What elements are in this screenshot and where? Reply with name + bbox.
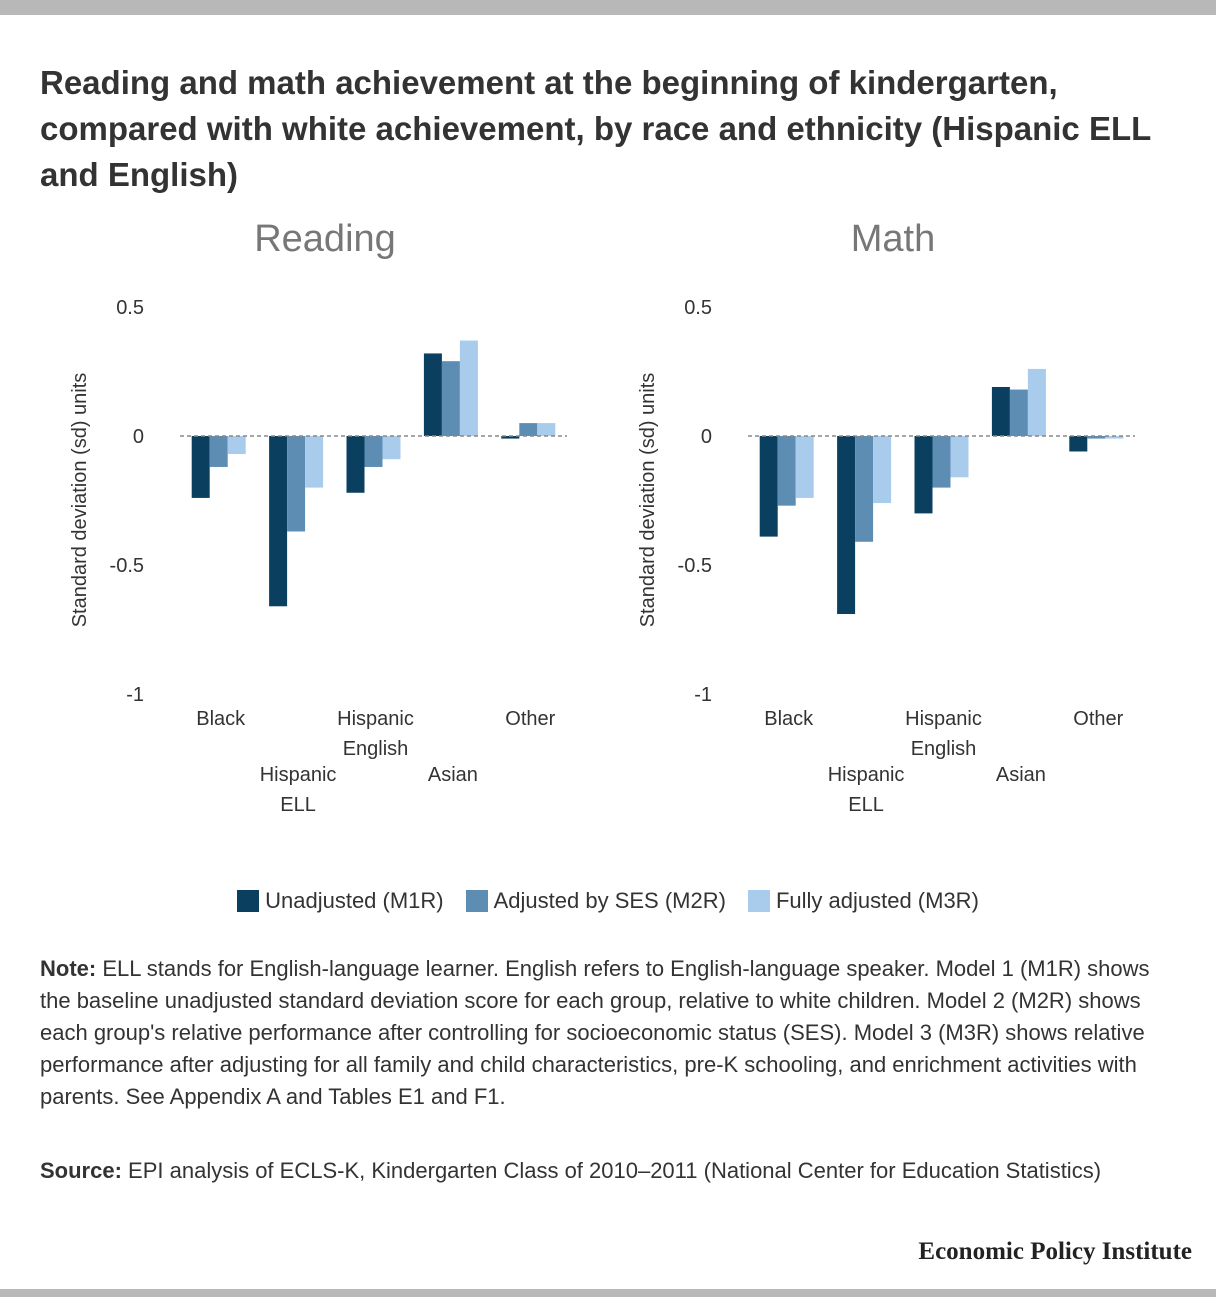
- category-label-asian: Asian: [428, 764, 478, 786]
- category-label-hispanic-ell: Hispanic ELL: [828, 764, 905, 816]
- source-lead: Source:: [40, 1158, 122, 1183]
- math-chart: 0.5 0 -0.5 -1 Standard deviation (sd) units B…: [637, 297, 1135, 816]
- category-label-other: Other: [1073, 708, 1123, 730]
- bar-black-m1: [191, 436, 210, 498]
- category-label-hispanic-english: Hispanic English: [337, 708, 414, 760]
- y-tick-label: 0: [701, 426, 712, 448]
- chart-title: Reading and math achievement at the begi…: [40, 64, 1151, 193]
- legend-label-m2: Adjusted by SES (M2R): [493, 888, 726, 913]
- category-label-black: Black: [764, 708, 814, 730]
- y-tick-label: -1: [694, 684, 712, 706]
- legend-swatch-m3: [747, 890, 770, 912]
- bar-hispanic-ell-m3: [873, 436, 892, 504]
- bar-other-m1: [501, 436, 520, 439]
- category-label-hispanic-ell: Hispanic ELL: [260, 764, 337, 816]
- bar-hispanic-english-m1: [346, 436, 365, 493]
- epi-logo: Economic Policy Institute: [918, 1238, 1192, 1265]
- bar-black-m1: [759, 436, 778, 537]
- bar-hispanic-ell-m2: [855, 436, 874, 542]
- legend-item-m3: Fully adjusted (M3R): [747, 888, 979, 914]
- reading-chart: 0.5 0 -0.5 -1 Standard deviation (sd) units B…: [69, 297, 567, 816]
- bar-asian-m2: [1009, 389, 1028, 436]
- legend-item-m2: Adjusted by SES (M2R): [465, 888, 726, 914]
- bar-other-m2: [1087, 436, 1106, 439]
- source-text: EPI analysis of ECLS-K, Kindergarten Cla…: [121, 1158, 1102, 1183]
- reading-panel: Reading 0.5 0 -0.5 -1 Standard deviation (sd…: [30, 210, 610, 850]
- bar-black-m2: [209, 436, 228, 467]
- y-tick-label: -0.5: [110, 555, 144, 577]
- y-tick-label: -1: [126, 684, 144, 706]
- y-tick-label: 0.5: [116, 297, 144, 319]
- math-panel-title: Math: [850, 218, 936, 260]
- legend-swatch-m1: [237, 890, 260, 912]
- category-label-black: Black: [196, 708, 246, 730]
- y-axis-label: Standard deviation (sd) units: [69, 373, 91, 628]
- category-label-asian: Asian: [996, 764, 1046, 786]
- y-axis-label: Standard deviation (sd) units: [637, 373, 659, 628]
- y-tick-label: 0: [133, 426, 144, 448]
- category-label-hispanic-english: Hispanic English: [905, 708, 982, 760]
- legend-label-m1: Unadjusted (M1R): [265, 888, 444, 913]
- y-tick-label: 0.5: [684, 297, 712, 319]
- bar-hispanic-english-m1: [914, 436, 933, 514]
- y-tick-label: -0.5: [678, 555, 712, 577]
- note: Note: ELL stands for English-language le…: [40, 953, 1180, 1113]
- bar-hispanic-ell-m1: [837, 436, 856, 615]
- bar-hispanic-english-m2: [364, 436, 383, 467]
- reading-panel-title: Reading: [254, 218, 396, 260]
- bar-hispanic-english-m3: [950, 436, 969, 478]
- category-label-other: Other: [505, 708, 555, 730]
- bottom-border: [0, 1289, 1216, 1297]
- legend-label-m3: Fully adjusted (M3R): [775, 888, 979, 913]
- math-panel: Math 0.5 0 -0.5 -1 Standard deviation (sd) u…: [598, 210, 1178, 850]
- bar-other-m2: [519, 423, 538, 436]
- note-text: ELL stands for English-language learner.…: [40, 956, 1150, 1109]
- bar-asian-m1: [423, 353, 442, 436]
- bar-black-m2: [777, 436, 796, 506]
- legend-item-m1: Unadjusted (M1R): [237, 888, 444, 914]
- bar-hispanic-ell-m2: [287, 436, 306, 532]
- top-border: [0, 0, 1216, 15]
- bar-asian-m1: [991, 386, 1010, 436]
- bar-hispanic-ell-m1: [269, 436, 288, 607]
- bar-other-m3: [1105, 436, 1124, 439]
- legend-swatch-m2: [465, 890, 488, 912]
- bar-hispanic-english-m3: [382, 436, 401, 460]
- bar-asian-m3: [1027, 368, 1046, 436]
- bar-asian-m3: [459, 340, 478, 436]
- bar-hispanic-english-m2: [932, 436, 951, 488]
- bar-black-m3: [795, 436, 814, 498]
- bar-other-m3: [537, 423, 556, 436]
- source: Source: EPI analysis of ECLS-K, Kinderga…: [40, 1155, 1180, 1187]
- bar-black-m3: [227, 436, 246, 455]
- note-lead: Note:: [40, 956, 97, 981]
- legend: Unadjusted (M1R) Adjusted by SES (M2R) F…: [0, 888, 1216, 914]
- bar-other-m1: [1069, 436, 1088, 452]
- bar-asian-m2: [441, 361, 460, 436]
- bar-hispanic-ell-m3: [305, 436, 324, 488]
